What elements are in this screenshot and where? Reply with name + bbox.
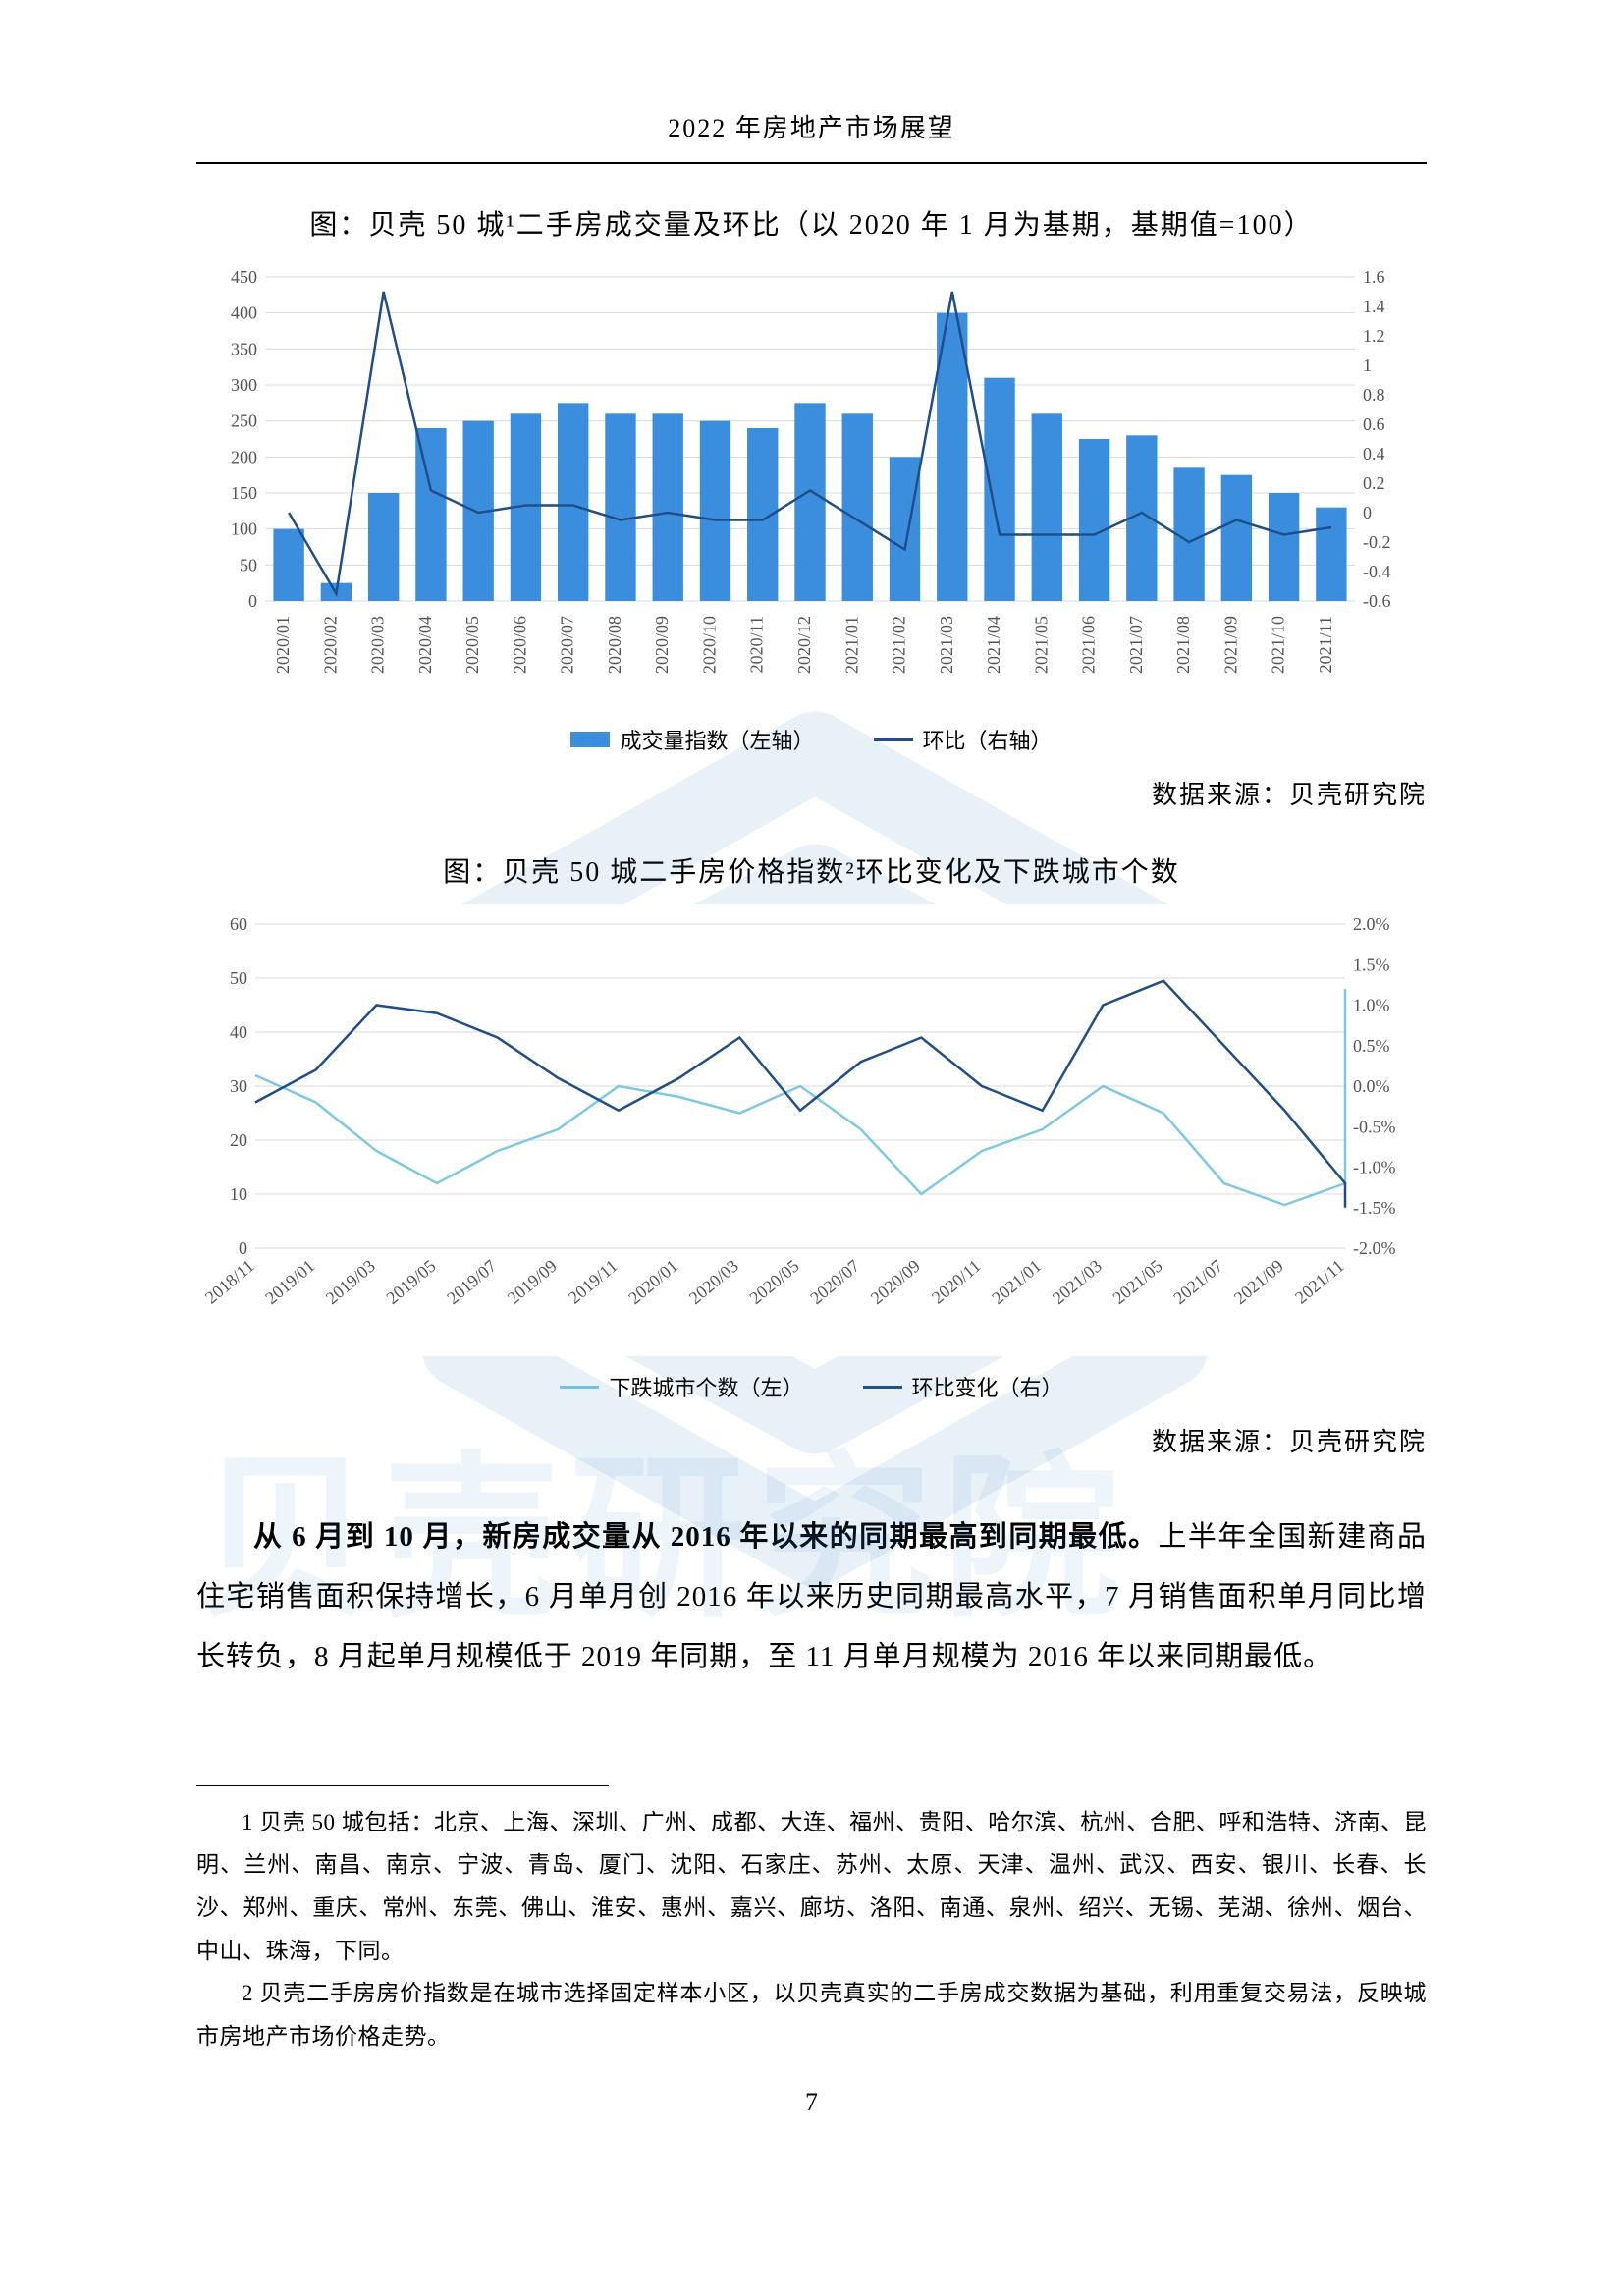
svg-text:450: 450 [231,267,257,287]
svg-text:1.4: 1.4 [1363,297,1385,316]
svg-text:200: 200 [231,447,257,466]
svg-text:2021/08: 2021/08 [1173,616,1193,674]
svg-text:-1.5%: -1.5% [1353,1198,1396,1218]
svg-text:2020/06: 2020/06 [510,616,529,674]
svg-text:2020/07: 2020/07 [558,616,577,674]
svg-text:60: 60 [230,914,247,934]
svg-text:-0.5%: -0.5% [1353,1117,1396,1136]
chart1-title: 图：贝壳 50 城¹二手房成交量及环比（以 2020 年 1 月为基期，基期值=… [0,203,1623,243]
page-number: 7 [0,2088,1623,2117]
footnote-1: 1 贝壳 50 城包括：北京、上海、深圳、广州、成都、大连、福州、贵阳、哈尔滨、… [196,1801,1427,1973]
svg-text:1.6: 1.6 [1363,267,1385,287]
svg-text:2021/06: 2021/06 [1079,616,1099,674]
svg-text:0.4: 0.4 [1363,444,1385,464]
svg-text:2020/02: 2020/02 [320,616,340,674]
svg-text:2020/05: 2020/05 [462,616,482,674]
svg-text:0.0%: 0.0% [1353,1076,1390,1096]
svg-text:1.2: 1.2 [1363,326,1385,346]
footnote-2: 2 贝壳二手房房价指数是在城市选择固定样本小区，以贝壳真实的二手房成交数据为基础… [196,1972,1427,2057]
svg-text:30: 30 [230,1076,247,1096]
svg-text:0: 0 [248,591,257,611]
svg-text:2020/09: 2020/09 [652,616,672,674]
svg-text:2021/10: 2021/10 [1269,616,1288,674]
svg-text:-1.0%: -1.0% [1353,1158,1396,1177]
svg-text:2.0%: 2.0% [1353,914,1390,934]
svg-text:-0.4: -0.4 [1363,562,1391,581]
svg-text:350: 350 [231,339,257,358]
svg-text:10: 10 [230,1184,247,1204]
svg-text:2021/05: 2021/05 [1031,616,1051,674]
svg-text:250: 250 [231,411,257,431]
svg-text:2020/10: 2020/10 [699,616,719,674]
svg-text:2021/11: 2021/11 [1316,616,1335,673]
svg-text:150: 150 [231,483,257,503]
svg-text:0.5%: 0.5% [1353,1036,1390,1056]
svg-text:2021/07: 2021/07 [1126,616,1146,674]
svg-text:40: 40 [230,1022,247,1042]
svg-text:2021/09: 2021/09 [1220,616,1240,674]
svg-text:1: 1 [1363,355,1372,375]
svg-text:-2.0%: -2.0% [1353,1238,1396,1258]
svg-text:0: 0 [239,1238,247,1258]
svg-text:-0.6: -0.6 [1363,591,1391,611]
svg-text:-0.2: -0.2 [1363,532,1391,552]
svg-text:100: 100 [231,519,257,539]
svg-text:2020/03: 2020/03 [368,616,388,674]
watermark-text: 贝壳研究院 [196,1394,1129,1651]
footnote-rule [196,1785,609,1786]
svg-text:2021/04: 2021/04 [984,616,1003,674]
svg-text:50: 50 [240,555,257,574]
svg-text:0.6: 0.6 [1363,414,1385,434]
svg-text:2021/03: 2021/03 [937,616,956,674]
svg-text:20: 20 [230,1130,247,1150]
svg-text:1.5%: 1.5% [1353,955,1390,974]
svg-text:50: 50 [230,968,247,988]
svg-text:2020/12: 2020/12 [794,616,814,674]
svg-text:400: 400 [231,303,257,323]
header-rule [196,162,1427,164]
footnotes: 1 贝壳 50 城包括：北京、上海、深圳、广州、成都、大连、福州、贵阳、哈尔滨、… [196,1801,1427,2058]
chart2: 0 10 20 30 40 50 60 -2.0% -1.5% -1.0% -0.5% 0.0% 0.5… [196,904,1427,1361]
svg-text:2021/02: 2021/02 [890,616,909,674]
svg-text:0.2: 0.2 [1363,473,1385,493]
svg-text:2020/04: 2020/04 [415,616,435,674]
svg-text:0: 0 [1363,503,1372,522]
svg-text:0.8: 0.8 [1363,385,1385,405]
page-header: 2022 年房地产市场展望 [0,0,1623,144]
svg-text:2021/01: 2021/01 [841,616,861,674]
chart1: 0 50 100 150 200 250 300 350 400 450 -0.6 -0.4 -0.2 0… [196,257,1427,714]
svg-text:2020/01: 2020/01 [273,616,293,674]
svg-text:300: 300 [231,375,257,395]
svg-text:2020/11: 2020/11 [747,616,767,673]
svg-text:1.0%: 1.0% [1353,996,1390,1015]
svg-text:2020/08: 2020/08 [605,616,624,674]
